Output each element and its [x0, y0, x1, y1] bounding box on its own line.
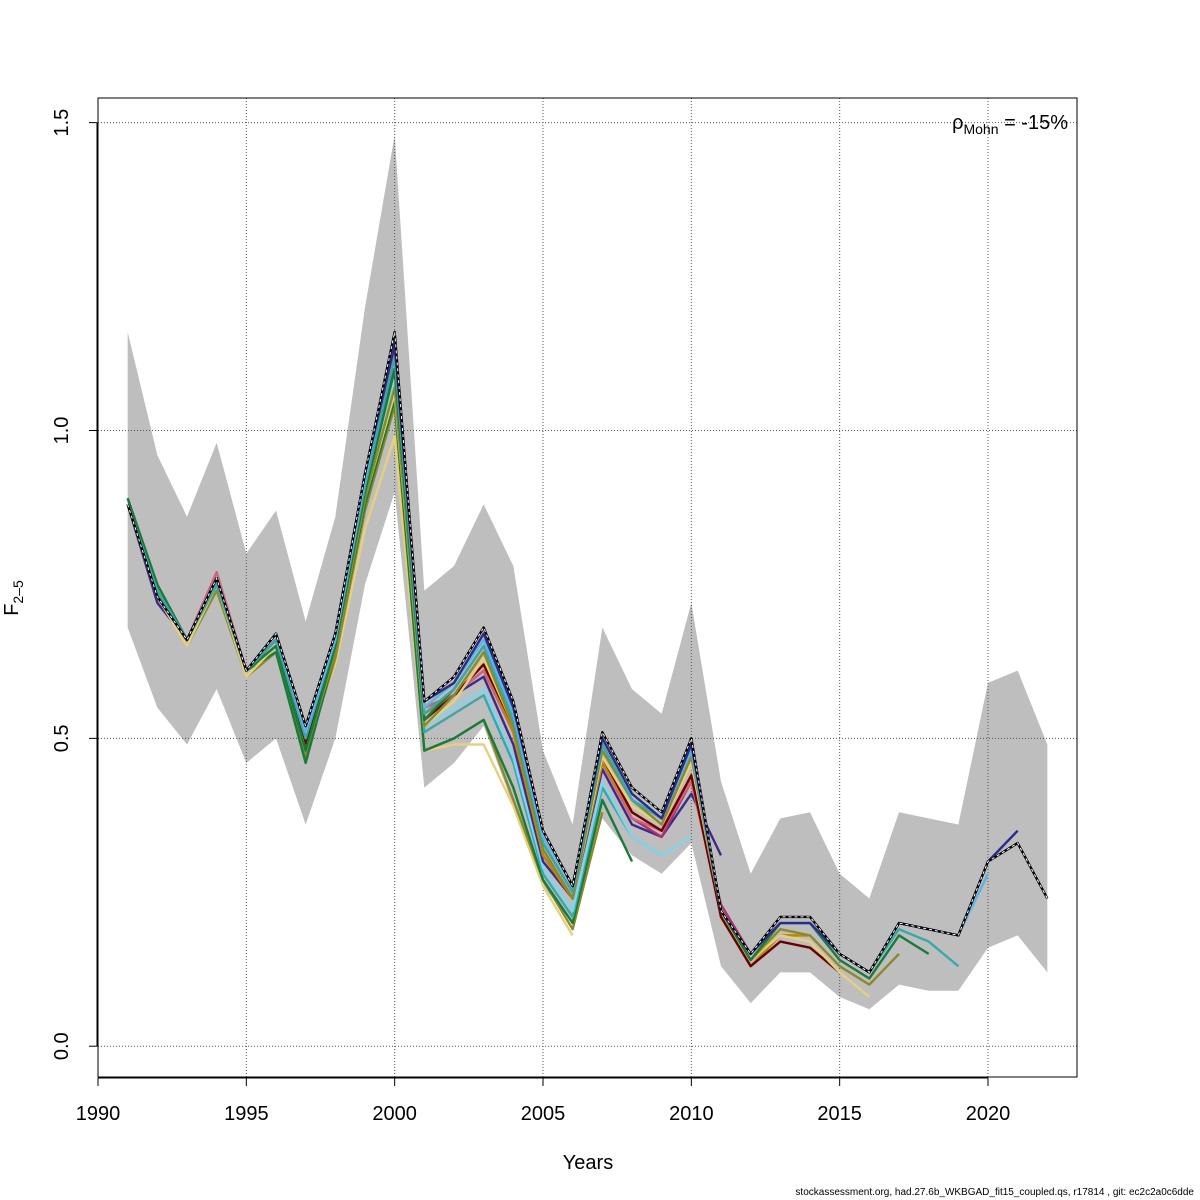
x-tick-label: 2005 [521, 1103, 566, 1125]
x-tick-label: 1995 [224, 1103, 269, 1125]
y-tick-label: 1.0 [51, 417, 73, 445]
mohn-rho-symbol: ρ [952, 112, 963, 134]
y-tick-label: 1.5 [51, 109, 73, 137]
x-tick-label: 2000 [372, 1103, 417, 1125]
series-layer [126, 330, 1049, 998]
y-axis-title: F2–5 [1, 580, 26, 616]
x-tick-label: 2010 [669, 1103, 714, 1125]
plot-frame [97, 97, 1078, 1078]
x-axis-title: Years [563, 1152, 613, 1174]
axis-layer: 1990 1995 2000 2005 2010 2015 2020 0.0 0.5 1.0 1.5 [51, 109, 1010, 1125]
series-line-2007 [126, 404, 604, 931]
y-axis-title-sub: 2–5 [10, 580, 26, 604]
mohn-rho-value: = -15% [999, 112, 1069, 134]
series-line-2022-dash [127, 331, 1048, 974]
mohn-rho-sub: Mohn [963, 121, 998, 137]
mohn-rho-annotation: ρMohn = -15% [952, 112, 1068, 137]
x-tick-label: 1990 [76, 1103, 121, 1125]
x-tick-label: 2015 [817, 1103, 862, 1125]
confidence-band-layer [127, 134, 1048, 1010]
footer-source: stockassessment.org, had.27.6b_WKBGAD_fi… [795, 1187, 1194, 1198]
x-tick-label: 2020 [966, 1103, 1011, 1125]
y-axis-title-main: F [1, 604, 23, 616]
confidence-band [127, 134, 1048, 1010]
y-tick-label: 0.5 [51, 724, 73, 752]
y-tick-label: 0.0 [51, 1032, 73, 1060]
